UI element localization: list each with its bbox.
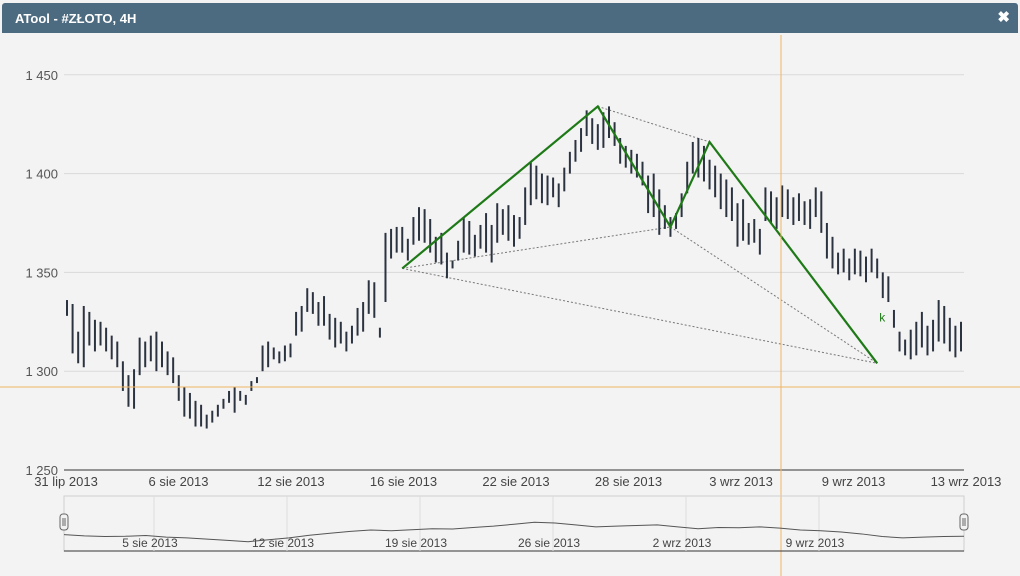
navigator-label: 9 wrz 2013 [786,536,845,550]
x-tick-label: 31 lip 2013 [34,474,98,489]
x-axis: 31 lip 2013 6 sie 2013 12 sie 2013 16 sie 2… [34,469,1002,489]
harmonic-pattern: k [401,104,886,364]
dotted-line [597,105,710,143]
x-tick-label: 3 wrz 2013 [709,474,773,489]
dotted-line [402,267,878,364]
crosshair [0,35,1020,576]
navigator-right-handle[interactable] [959,513,969,531]
navigator-label: 19 sie 2013 [385,536,447,550]
navigator-series [63,521,965,543]
x-tick-label: 12 sie 2013 [257,474,324,489]
dotted-line [402,226,671,269]
x-tick-label: 6 sie 2013 [149,474,209,489]
y-tick-label: 1 450 [25,68,58,83]
pattern-line [401,104,879,364]
x-tick-label: 22 sie 2013 [482,474,549,489]
navigator[interactable]: 5 sie 2013 12 sie 2013 19 sie 2013 26 sie 2… [59,495,969,552]
y-axis: 1 450 1 400 1 350 1 300 1 250 [25,68,58,478]
x-tick-label: 16 sie 2013 [370,474,437,489]
navigator-label: 26 sie 2013 [518,536,580,550]
window-title: ATool - #ZŁOTO, 4H [15,11,137,26]
gridlines [64,74,964,471]
y-tick-label: 1 250 [25,463,58,478]
x-tick-label: 13 wrz 2013 [931,474,1002,489]
navigator-label: 2 wrz 2013 [653,536,712,550]
pattern-dotted-lines [402,105,878,364]
pattern-label: k [879,310,886,324]
x-tick-label: 28 sie 2013 [595,474,662,489]
dotted-line [670,226,878,364]
ohlc-bars [66,106,962,429]
navigator-left-handle[interactable] [59,513,69,531]
y-tick-label: 1 350 [25,265,58,280]
x-tick-label: 9 wrz 2013 [822,474,886,489]
navigator-label: 5 sie 2013 [122,536,178,550]
y-tick-label: 1 300 [25,364,58,379]
y-tick-label: 1 400 [25,167,58,182]
close-icon[interactable]: ✖ [997,9,1010,26]
title-bar[interactable]: ATool - #ZŁOTO, 4H ✖ [2,3,1018,33]
